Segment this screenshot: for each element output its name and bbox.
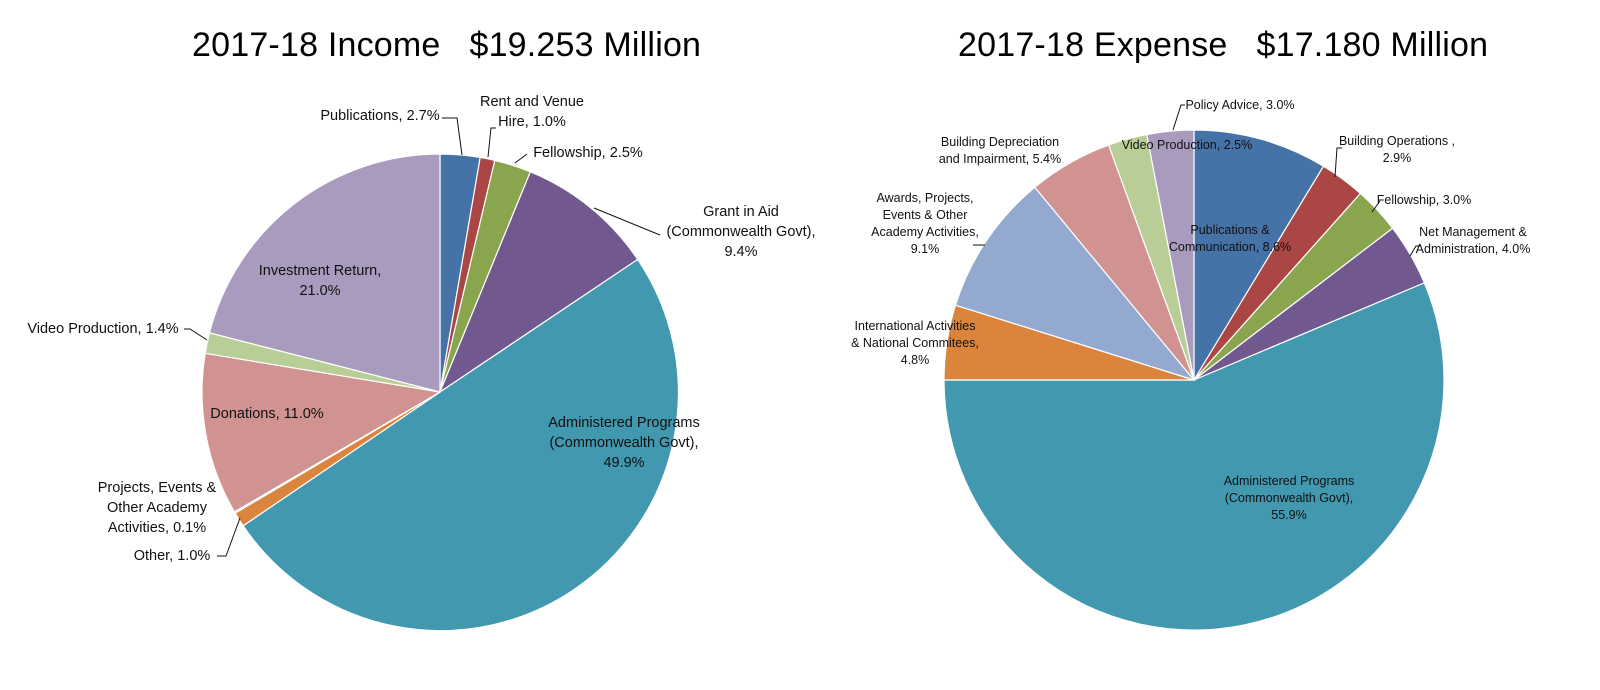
expense-data-label-line: International Activities [855,319,976,333]
expense-data-label: Fellowship, 3.0% [1377,193,1472,207]
expense-data-label-line: Building Operations , [1339,134,1455,148]
expense-data-label-line: 2.9% [1383,151,1412,165]
income-pie-chart: Publications, 2.7% Rent and Venue Hire, 1.… [27,94,816,632]
expense-data-label-line: 4.8% [901,353,930,367]
income-data-label-line: Video Production, 1.4% [27,321,178,337]
income-slice-administered-programs-commonwealth-govt [242,258,680,632]
income-data-label: Other, 1.0% [134,548,211,564]
expense-data-label-line: Awards, Projects, [876,191,973,205]
income-data-label-line: Publications, 2.7% [320,108,439,124]
income-data-label: Grant in Aid (Commonwealth Govt), 9.4% [666,204,815,260]
expense-data-label: Building Depreciation and Impairment, 5.4… [939,135,1061,166]
income-data-label-line: Administered Programs [548,415,700,431]
expense-data-label: Net Management & Administration, 4.0% [1416,225,1531,256]
expense-data-label-line: Net Management & [1419,225,1527,239]
expense-data-label-line: Policy Advice, 3.0% [1185,98,1294,112]
income-data-label-line: Other Academy [107,500,208,516]
expense-slice-policy-advice [1146,129,1195,381]
income-data-label-line: Other, 1.0% [134,548,211,564]
expense-data-label-line: Communication, 8.6% [1169,240,1291,254]
income-data-label-line: Donations, 11.0% [210,406,323,422]
income-data-label-line: Activities, 0.1% [108,520,206,536]
expense-slice-publications-communication [1193,129,1325,383]
expense-data-label-line: (Commonwealth Govt), [1225,491,1354,505]
income-data-label: Projects, Events & Other Academy Activitie… [98,480,217,536]
income-data-label: Administered Programs (Commonwealth Govt)… [548,415,700,471]
income-slice-grant-in-aid-commonwealth-govt [438,171,639,394]
expense-leader-line [1409,245,1420,257]
income-leader-line [487,127,496,158]
expense-data-label: Building Operations , 2.9% [1339,134,1455,165]
income-data-label-line: 49.9% [603,455,644,471]
income-leader-line [593,207,661,236]
expense-data-label-line: and Impairment, 5.4% [939,152,1061,166]
income-data-label-line: Investment Return, [259,263,382,279]
expense-data-label-line: Building Depreciation [941,135,1059,149]
expense-data-label-line: 55.9% [1271,508,1306,522]
income-data-label: Fellowship, 2.5% [533,145,643,161]
income-data-label-line: Rent and Venue [480,94,584,110]
income-data-label-line: Fellowship, 2.5% [533,145,643,161]
income-data-label: Video Production, 1.4% [27,321,178,337]
income-leader-line [184,328,208,341]
expense-data-label-line: 9.1% [911,242,940,256]
expense-data-label-line: & National Commitees, [851,336,979,350]
income-leader-line [514,153,528,164]
expense-data-label: Awards, Projects, Events & Other Academy A… [871,191,979,256]
income-data-label-line: Grant in Aid [703,204,779,220]
expense-data-label: Video Production, 2.5% [1122,138,1252,152]
expense-data-label-line: Publications & [1190,223,1270,237]
expense-slice-administered-programs-commonwealth-govt [943,282,1445,631]
income-data-label: Donations, 11.0% [210,406,323,422]
income-data-label-line: 9.4% [724,244,757,260]
income-data-label-line: (Commonwealth Govt), [666,224,815,240]
expense-data-label-line: Administration, 4.0% [1416,242,1531,256]
expense-leader-line [1172,104,1185,131]
income-data-label: Investment Return, 21.0% [259,263,382,299]
income-data-label-line: Hire, 1.0% [498,114,566,130]
expense-pie-chart: Publications & Communication, 8.6% Buildin… [851,98,1531,631]
expense-data-label-line: Events & Other [883,208,968,222]
expense-data-label: Policy Advice, 3.0% [1185,98,1294,112]
expense-chart-title: 2017-18 Expense $17.180 Million [958,26,1489,64]
income-data-label-line: (Commonwealth Govt), [549,435,698,451]
income-data-label: Publications, 2.7% [320,108,439,124]
income-leader-line [217,517,241,557]
expense-slice-awards [954,186,1196,382]
income-slice-investment-return [208,153,441,393]
expense-leader-line [1334,147,1342,178]
income-data-label-line: 21.0% [299,283,340,299]
expense-data-label: International Activities & National Commi… [851,319,979,367]
income-chart-title: 2017-18 Income $19.253 Million [192,26,702,64]
expense-leader-line [1371,200,1381,213]
expense-data-label: Publications & Communication, 8.6% [1169,223,1291,254]
expense-data-label: Administered Programs (Commonwealth Govt)… [1224,474,1355,522]
expense-data-label-line: Fellowship, 3.0% [1377,193,1472,207]
income-leader-line [442,117,463,156]
expense-data-label-line: Administered Programs [1224,474,1355,488]
expense-data-label-line: Video Production, 2.5% [1122,138,1252,152]
income-data-label-line: Projects, Events & [98,480,217,496]
income-slice-donations [201,352,442,513]
expense-data-label-line: Academy Activities, [871,225,979,239]
income-data-label: Rent and Venue Hire, 1.0% [480,94,584,130]
